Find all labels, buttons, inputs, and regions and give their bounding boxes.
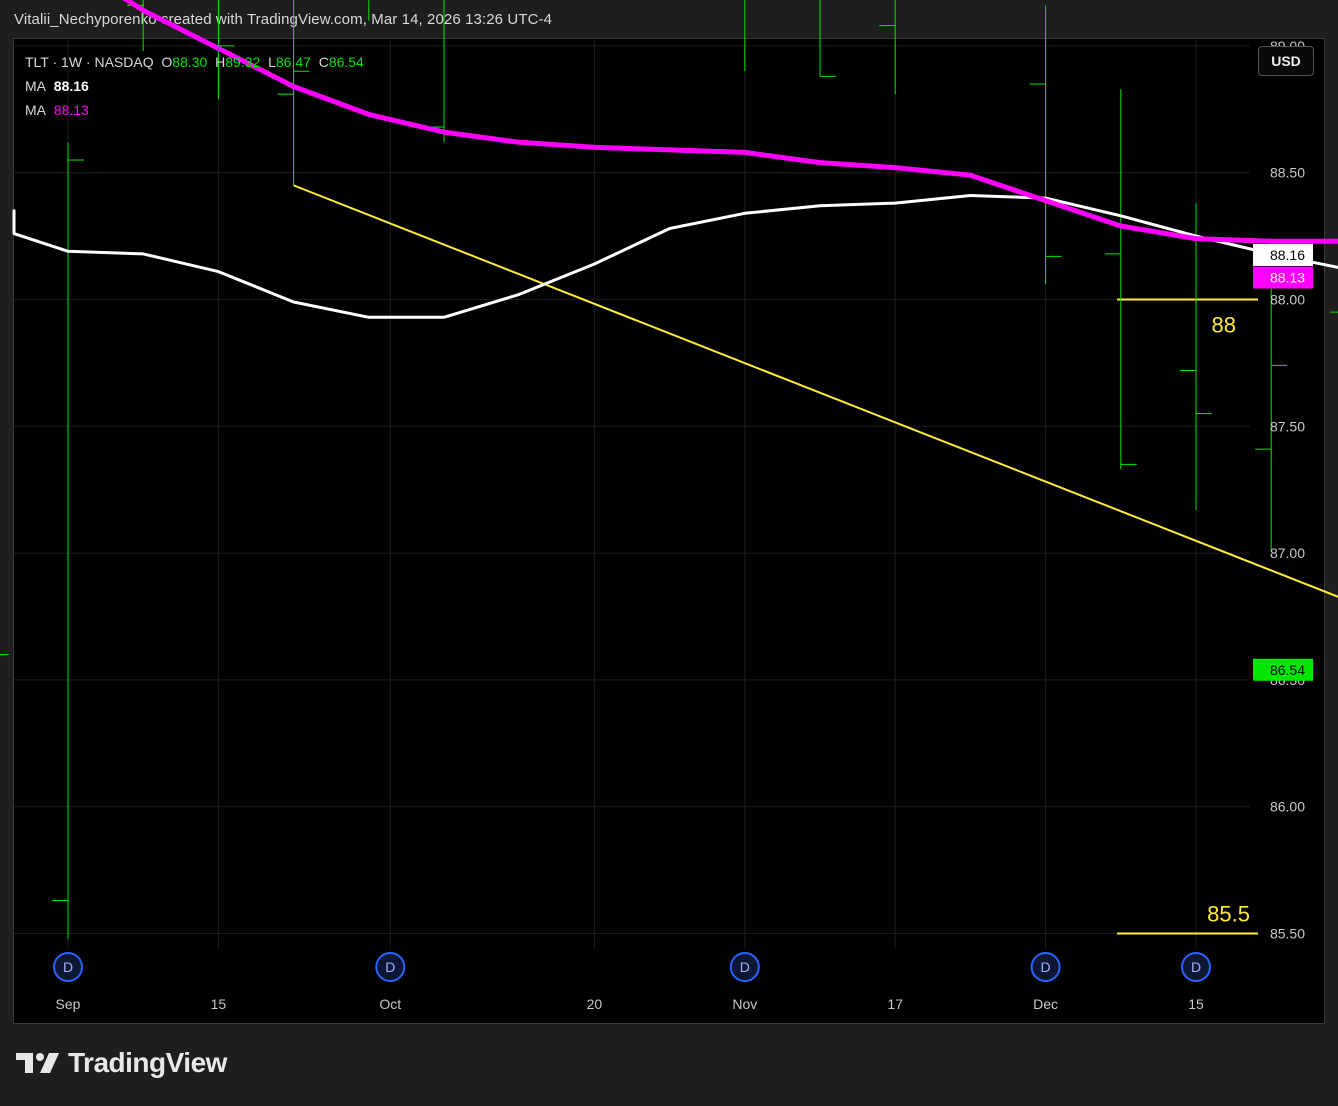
ma2-value: 88.13	[53, 102, 89, 118]
horizontal-level-label: 85.5	[1207, 902, 1250, 927]
ohlc-bar	[52, 142, 84, 939]
currency-button[interactable]: USD	[1258, 46, 1314, 76]
moving-average-line	[122, 0, 1338, 244]
dividend-marker-circle	[729, 952, 760, 982]
open-label: O	[161, 54, 173, 70]
ohlc-bar	[0, 654, 9, 656]
moving-average-line	[12, 194, 1338, 319]
ohlc-bar	[1180, 203, 1212, 510]
high-label: H	[215, 54, 226, 70]
price-axis-label-text: 88.13	[1270, 270, 1305, 286]
dividend-marker-label: D	[385, 959, 395, 975]
dividend-marker[interactable]: D	[729, 952, 760, 982]
dividend-marker[interactable]: D	[53, 952, 83, 982]
ohlc-bar	[217, 0, 235, 100]
time-tick-label: 15	[1188, 996, 1204, 1012]
ma1-row[interactable]: MA 88.16	[25, 74, 364, 98]
ohlc-bar	[879, 0, 896, 95]
ma1-value: 88.16	[53, 78, 89, 94]
time-tick-label: Sep	[56, 996, 81, 1012]
dividend-marker-circle	[1030, 952, 1061, 982]
ohlc-bar	[368, 0, 370, 21]
price-axis-label: 86.54	[1253, 658, 1313, 681]
horizontal-level-label: 88	[1212, 313, 1236, 338]
close-value: 86.54	[328, 54, 364, 70]
price-axis-label: 88.16	[1253, 243, 1313, 266]
ohlc-bar	[277, 0, 310, 186]
dividend-markers: DDDDDDD	[53, 952, 1211, 982]
dividend-marker-circle	[1181, 952, 1211, 982]
ohlc-bar	[428, 0, 445, 143]
time-tick-label: 20	[587, 996, 603, 1012]
ma1-label: MA	[25, 78, 46, 94]
high-value: 89.32	[225, 54, 261, 70]
symbol-row: TLT · 1W · NASDAQ O88.30 H89.32 L86.47 C…	[25, 50, 364, 74]
price-axis-label-bg	[1253, 658, 1313, 681]
low-value: 86.47	[275, 54, 311, 70]
price-tick-label: 88.00	[1270, 292, 1305, 308]
ohlc-bars	[0, 0, 1338, 939]
chart-legend[interactable]: TLT · 1W · NASDAQ O88.30 H89.32 L86.47 C…	[25, 50, 364, 122]
ohlc-bar	[1104, 89, 1137, 470]
ma2-label: MA	[25, 102, 46, 118]
dividend-marker-circle	[375, 952, 406, 982]
ohlc-bar	[744, 0, 746, 72]
open-value: 88.30	[172, 54, 208, 70]
price-axis-label: 88.13	[1253, 266, 1313, 289]
symbol-label[interactable]: TLT · 1W · NASDAQ	[25, 54, 154, 70]
tradingview-logo-icon	[16, 1053, 59, 1073]
grid-lines	[14, 40, 1250, 948]
ohlc-bar	[1255, 266, 1288, 551]
dividend-marker[interactable]: D	[1030, 952, 1061, 982]
tradingview-brand-text: TradingView	[68, 1047, 227, 1078]
chart-frame	[13, 38, 1325, 1024]
ohlc-bar	[819, 0, 836, 77]
dividend-marker[interactable]: D	[375, 952, 406, 982]
dividend-marker-label: D	[1191, 959, 1201, 975]
low-label: L	[268, 54, 276, 70]
time-tick-label: Nov	[732, 996, 757, 1012]
dividend-marker-label: D	[1041, 959, 1051, 975]
tradingview-logo: TradingView	[16, 1047, 227, 1079]
price-axis-label-bg	[1253, 266, 1313, 289]
dividend-marker-circle	[53, 952, 83, 982]
time-tick-label: 17	[887, 996, 903, 1012]
trendline	[293, 184, 1338, 598]
dividend-marker-label: D	[63, 959, 73, 975]
close-label: C	[318, 54, 329, 70]
drawings: 88 85.5	[293, 184, 1338, 935]
price-axis-label-text: 88.16	[1270, 247, 1305, 263]
dividend-marker[interactable]: D	[1181, 952, 1211, 982]
price-axis-label-bg	[1253, 243, 1313, 266]
price-tick-label: 87.00	[1270, 545, 1305, 561]
moving-averages	[12, 0, 1338, 319]
ohlc-bar	[1029, 5, 1062, 285]
price-tick-label: 87.50	[1270, 418, 1305, 434]
dividend-marker-label: D	[740, 959, 750, 975]
ohlc-bar	[1330, 311, 1338, 313]
price-labels: 88.16 88.13 86.54	[1253, 243, 1313, 681]
time-tick-label: 15	[211, 996, 227, 1012]
time-tick-label: Dec	[1033, 996, 1058, 1012]
ma2-row[interactable]: MA 88.13	[25, 98, 364, 122]
price-tick-label: 88.50	[1270, 165, 1305, 181]
price-axis-label-text: 86.54	[1270, 662, 1305, 678]
time-axis: Sep15Oct20Nov17Dec15202620Feb17Mar16Apr	[56, 996, 1204, 1012]
price-tick-label: 85.50	[1270, 926, 1305, 942]
price-axis: 92.0091.5091.0090.5090.0089.5089.0088.50…	[1270, 38, 1305, 942]
time-tick-label: Oct	[379, 996, 401, 1012]
price-tick-label: 86.00	[1270, 799, 1305, 815]
